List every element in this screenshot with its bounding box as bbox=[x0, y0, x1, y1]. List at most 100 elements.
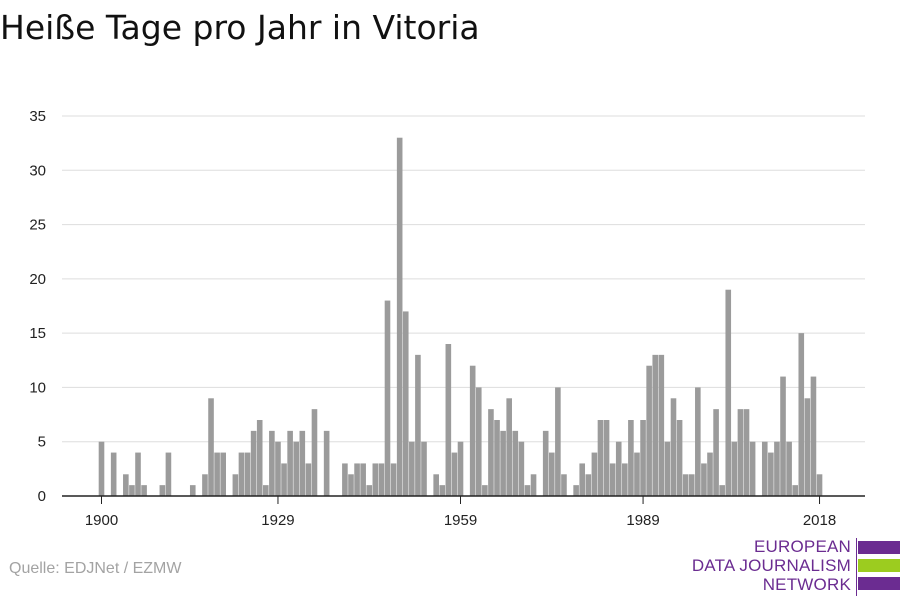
x-tick-label: 1959 bbox=[444, 512, 477, 529]
bar-2002 bbox=[719, 485, 725, 496]
bar-1928 bbox=[269, 430, 275, 496]
bar-2009 bbox=[761, 441, 768, 496]
logo-bar-bottom bbox=[858, 577, 900, 590]
y-axis-ticks: 0 5 10 15 20 25 30 35 bbox=[29, 108, 46, 505]
bar-1931 bbox=[287, 430, 293, 496]
bar-1910 bbox=[159, 485, 166, 496]
bar-1967 bbox=[506, 398, 512, 496]
bar-1918 bbox=[208, 398, 214, 496]
bar-1911 bbox=[165, 452, 172, 496]
bar-1989 bbox=[640, 420, 646, 496]
source-note: Quelle: EDJNet / EZMW bbox=[9, 560, 182, 577]
bar-2010 bbox=[768, 452, 774, 496]
x-tick-label: 2018 bbox=[803, 512, 836, 529]
bar-1904 bbox=[123, 474, 129, 496]
bar-1947 bbox=[384, 300, 391, 496]
bar-1991 bbox=[652, 354, 659, 496]
bar-1919 bbox=[214, 452, 220, 496]
bar-1944 bbox=[366, 485, 373, 496]
x-axis-ticks: 1900 1929 1959 1989 2018 bbox=[85, 496, 836, 529]
bar-1975 bbox=[555, 387, 561, 496]
bar-1905 bbox=[129, 485, 135, 496]
bar-1992 bbox=[658, 354, 665, 496]
bar-1957 bbox=[445, 344, 452, 496]
bar-1933 bbox=[299, 430, 306, 496]
y-tick-label: 5 bbox=[38, 434, 46, 451]
bar-1965 bbox=[494, 420, 500, 496]
bar-1959 bbox=[457, 441, 464, 496]
x-tick-label: 1900 bbox=[85, 512, 118, 529]
bar-1942 bbox=[354, 463, 360, 496]
bar-1962 bbox=[475, 387, 482, 496]
y-tick-label: 35 bbox=[29, 108, 46, 125]
bar-1968 bbox=[512, 430, 519, 496]
y-tick-label: 25 bbox=[29, 217, 46, 234]
bar-1940 bbox=[342, 463, 348, 496]
y-tick-label: 30 bbox=[29, 162, 46, 179]
logo-bar-middle bbox=[858, 559, 900, 572]
bar-1980 bbox=[585, 474, 592, 496]
logo-text-line1: EUROPEAN bbox=[753, 537, 851, 556]
bar-1984 bbox=[609, 463, 616, 496]
bar-2013 bbox=[786, 441, 792, 496]
bar-1925 bbox=[250, 430, 257, 496]
logo-text-line2: DATA JOURNALISM bbox=[691, 556, 851, 575]
bar-1995 bbox=[676, 420, 683, 496]
bar-1958 bbox=[451, 452, 458, 496]
bar-1956 bbox=[439, 485, 446, 496]
bar-2011 bbox=[774, 441, 780, 496]
bar-1900 bbox=[98, 441, 105, 496]
bar-1922 bbox=[232, 474, 239, 496]
bar-1971 bbox=[530, 474, 537, 496]
x-tick-label: 1929 bbox=[261, 512, 294, 529]
bar-1953 bbox=[421, 441, 427, 496]
bar-2000 bbox=[707, 452, 713, 496]
bar-2015 bbox=[798, 333, 805, 496]
gridlines bbox=[62, 115, 865, 443]
bar-1945 bbox=[372, 463, 379, 496]
bar-1987 bbox=[628, 420, 634, 496]
bar-2018 bbox=[816, 474, 823, 496]
y-tick-label: 15 bbox=[29, 325, 46, 342]
x-tick-label: 1989 bbox=[626, 512, 659, 529]
bar-2007 bbox=[749, 441, 756, 496]
bar-1994 bbox=[670, 398, 677, 496]
bar-1983 bbox=[603, 420, 610, 496]
bar-1929 bbox=[275, 441, 281, 496]
bar-2016 bbox=[804, 398, 811, 496]
bar-2001 bbox=[713, 409, 719, 496]
bar-1996 bbox=[682, 474, 689, 496]
bar-1935 bbox=[311, 409, 318, 496]
bar-1923 bbox=[238, 452, 245, 496]
chart-title: Heiße Tage pro Jahr in Vitoria bbox=[0, 8, 480, 47]
bar-1986 bbox=[622, 463, 628, 496]
bar-1943 bbox=[360, 463, 366, 496]
bar-1990 bbox=[646, 365, 652, 496]
bar-1999 bbox=[701, 463, 707, 496]
bar-1926 bbox=[256, 420, 263, 496]
bar-1974 bbox=[548, 452, 555, 496]
bars bbox=[98, 137, 823, 496]
bar-1946 bbox=[378, 463, 385, 496]
bar-1952 bbox=[415, 354, 421, 496]
bar-1979 bbox=[579, 463, 586, 496]
bar-1978 bbox=[573, 485, 579, 496]
bar-1988 bbox=[634, 452, 640, 496]
bar-1966 bbox=[500, 430, 506, 496]
bar-1951 bbox=[409, 441, 415, 496]
bar-1969 bbox=[518, 441, 525, 496]
edjnet-logo: EUROPEAN DATA JOURNALISM NETWORK bbox=[692, 537, 900, 596]
bar-2004 bbox=[731, 441, 738, 496]
bar-1985 bbox=[615, 441, 622, 496]
bar-1930 bbox=[281, 463, 287, 496]
bar-1917 bbox=[202, 474, 208, 496]
bar-1949 bbox=[396, 137, 403, 496]
bar-2014 bbox=[792, 485, 798, 496]
bar-1941 bbox=[348, 474, 354, 496]
bar-1948 bbox=[390, 463, 397, 496]
bar-2005 bbox=[737, 409, 744, 496]
y-tick-label: 10 bbox=[29, 379, 46, 396]
bar-1915 bbox=[189, 485, 196, 496]
bar-1902 bbox=[110, 452, 117, 496]
